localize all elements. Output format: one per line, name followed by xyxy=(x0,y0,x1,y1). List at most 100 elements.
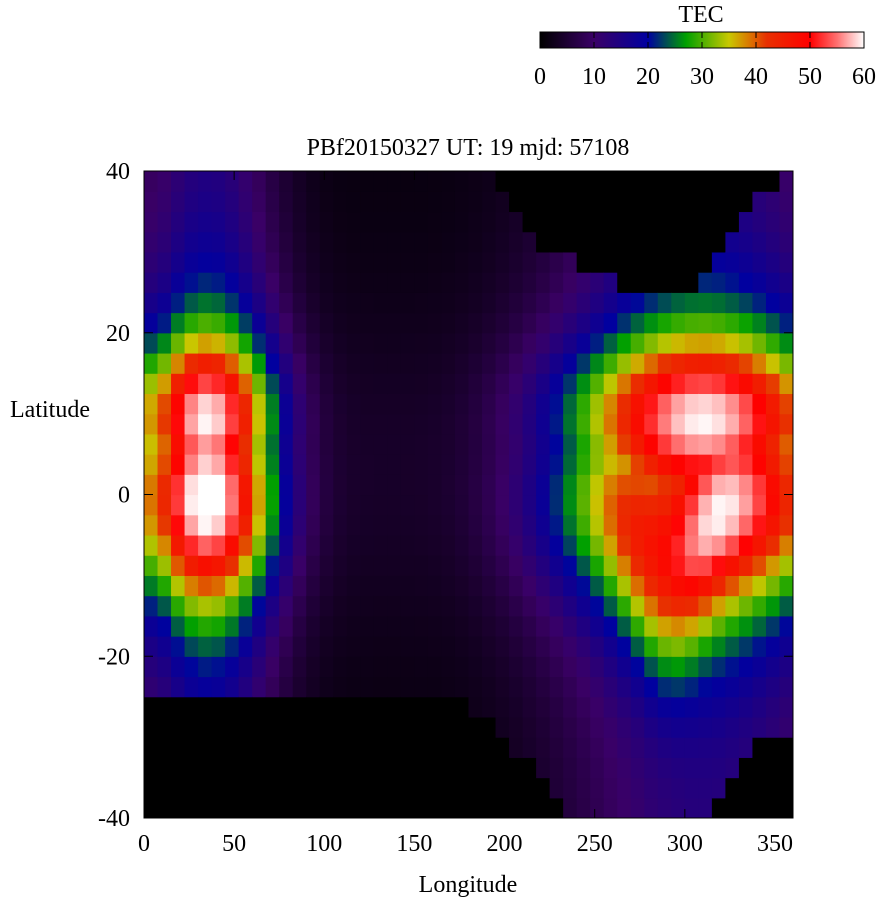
heatmap-cell xyxy=(292,676,307,698)
heatmap-cell xyxy=(252,777,267,799)
heatmap-cell xyxy=(725,231,740,253)
heatmap-cell xyxy=(495,272,510,293)
heatmap-cell xyxy=(333,211,348,233)
heatmap-cell xyxy=(468,251,483,273)
heatmap-cell xyxy=(522,514,537,536)
heatmap-cell xyxy=(346,433,361,455)
heatmap-cell xyxy=(603,454,618,475)
heatmap-cell xyxy=(441,757,456,779)
heatmap-cell xyxy=(373,352,388,374)
colorbar-label: TEC xyxy=(678,2,723,28)
heatmap-cell xyxy=(603,615,618,637)
heatmap-cell xyxy=(644,272,659,293)
heatmap-cell xyxy=(630,332,645,354)
heatmap-cell xyxy=(319,171,334,192)
heatmap-cell xyxy=(698,575,713,597)
heatmap-cell xyxy=(603,171,618,192)
heatmap-cell xyxy=(509,534,524,556)
colorbar-tick-label: 0 xyxy=(534,64,546,90)
heatmap-cell xyxy=(346,777,361,799)
heatmap-cell xyxy=(657,696,672,718)
heatmap-cell xyxy=(468,433,483,455)
heatmap-cell xyxy=(373,312,388,334)
heatmap-cell xyxy=(144,555,159,576)
heatmap-cell xyxy=(549,595,564,617)
heatmap-cell xyxy=(252,251,267,273)
heatmap-cell xyxy=(292,433,307,455)
heatmap-cell xyxy=(373,575,388,597)
heatmap-cell xyxy=(306,211,321,233)
heatmap-cell xyxy=(657,737,672,758)
heatmap-cell xyxy=(279,716,294,738)
heatmap-cell xyxy=(238,272,253,293)
heatmap-cell xyxy=(346,797,361,818)
heatmap-cell xyxy=(360,231,375,253)
heatmap-cell xyxy=(225,393,240,415)
heatmap-cell xyxy=(495,171,510,192)
heatmap-cell xyxy=(292,312,307,334)
heatmap-cell xyxy=(468,312,483,334)
heatmap-cell xyxy=(319,332,334,354)
heatmap-cell xyxy=(157,272,172,293)
heatmap-cell xyxy=(725,211,740,233)
heatmap-cell xyxy=(252,312,267,334)
heatmap-cell xyxy=(711,433,726,455)
heatmap-cell xyxy=(157,514,172,536)
heatmap-cell xyxy=(414,332,429,354)
heatmap-cell xyxy=(306,191,321,213)
heatmap-cell xyxy=(711,636,726,657)
heatmap-cell xyxy=(468,514,483,536)
heatmap-cell xyxy=(536,352,551,374)
heatmap-cell xyxy=(198,615,213,637)
heatmap-cell xyxy=(400,595,416,617)
heatmap-cell xyxy=(603,191,618,213)
heatmap-cell xyxy=(184,332,199,354)
heatmap-cell xyxy=(333,251,348,273)
heatmap-cell xyxy=(211,514,226,536)
heatmap-cell xyxy=(684,292,699,314)
heatmap-cell xyxy=(441,737,456,758)
heatmap-cell xyxy=(360,312,375,334)
heatmap-cell xyxy=(779,373,793,395)
heatmap-cell xyxy=(536,251,551,273)
heatmap-cell xyxy=(346,352,361,374)
heatmap-cell xyxy=(265,534,280,556)
heatmap-cell xyxy=(252,595,267,617)
heatmap-cell xyxy=(198,757,213,779)
y-tick-label: -20 xyxy=(98,644,130,670)
heatmap-cell xyxy=(400,332,416,354)
heatmap-cell xyxy=(198,454,213,475)
heatmap-cell xyxy=(738,352,754,374)
heatmap-cell xyxy=(454,737,470,758)
heatmap-cell xyxy=(319,413,334,435)
heatmap-cell xyxy=(238,474,253,496)
heatmap-cell xyxy=(346,716,361,738)
heatmap-cell xyxy=(617,757,632,779)
colorbar-tick-label: 20 xyxy=(636,64,660,90)
heatmap-cell xyxy=(252,433,267,455)
heatmap-cell xyxy=(522,757,537,779)
heatmap-cell xyxy=(536,433,551,455)
heatmap-cell xyxy=(617,272,632,293)
heatmap-cell xyxy=(630,171,645,192)
heatmap-cell xyxy=(373,696,388,718)
heatmap-cell xyxy=(441,312,456,334)
heatmap-cell xyxy=(144,696,159,718)
heatmap-cell xyxy=(590,373,605,395)
heatmap-cell xyxy=(482,656,497,678)
heatmap-cell xyxy=(657,514,672,536)
heatmap-cell xyxy=(779,191,793,213)
heatmap-cell xyxy=(454,757,470,779)
x-axis: 0 50 100 150 200 250 300 350 xyxy=(138,171,793,857)
heatmap-cell xyxy=(319,757,334,779)
heatmap-cell xyxy=(482,272,497,293)
heatmap-cell xyxy=(590,433,605,455)
heatmap-cell xyxy=(590,171,605,192)
heatmap-cell xyxy=(441,393,456,415)
heatmap-cell xyxy=(360,494,375,516)
heatmap-cell xyxy=(576,777,591,799)
heatmap-cell xyxy=(509,656,524,678)
heatmap-cell xyxy=(292,272,307,293)
heatmap-cell xyxy=(630,757,645,779)
heatmap-cell xyxy=(306,393,321,415)
